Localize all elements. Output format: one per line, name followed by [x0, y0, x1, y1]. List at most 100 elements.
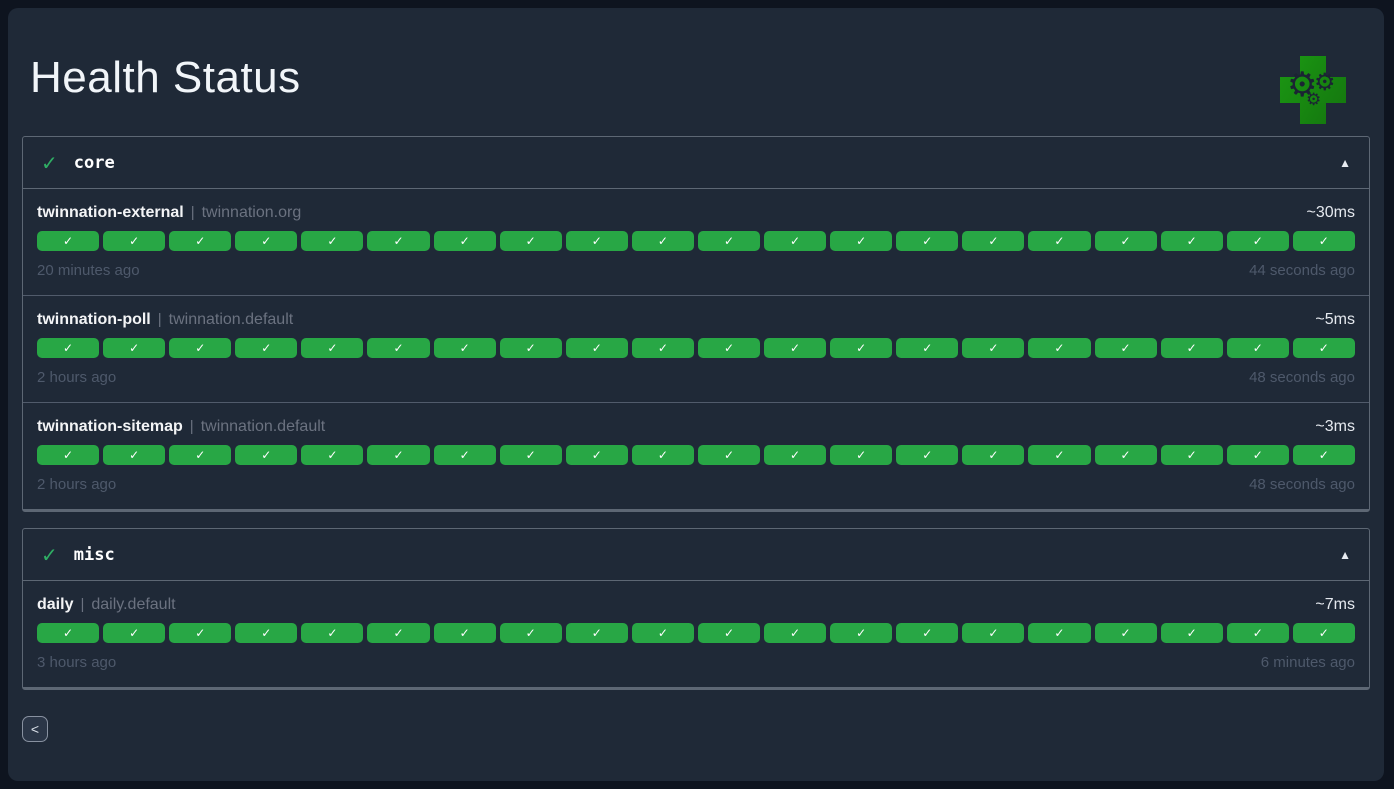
history-ok-badge[interactable]: ✓ — [830, 231, 893, 252]
history-ok-badge[interactable]: ✓ — [830, 445, 893, 466]
history-ok-badge[interactable]: ✓ — [37, 445, 100, 466]
history-ok-badge[interactable]: ✓ — [1292, 338, 1355, 359]
history-ok-badge[interactable]: ✓ — [103, 231, 166, 252]
history-ok-badge[interactable]: ✓ — [499, 445, 562, 466]
history-ok-badge[interactable]: ✓ — [367, 445, 430, 466]
groups: ✓ core ▲ twinnation-external | twinnation.org… — [22, 136, 1370, 691]
history-ok-badge[interactable]: ✓ — [631, 338, 694, 359]
history-ok-badge[interactable]: ✓ — [1028, 445, 1091, 466]
history-ok-badge[interactable]: ✓ — [1094, 231, 1157, 252]
history-ok-badge[interactable]: ✓ — [367, 231, 430, 252]
history-ok-badge[interactable]: ✓ — [1028, 338, 1091, 359]
history-ok-badge[interactable]: ✓ — [301, 338, 364, 359]
logo-cross-horizontal — [1280, 77, 1346, 103]
history-ok-badge[interactable]: ✓ — [565, 623, 628, 644]
history-ok-badge[interactable]: ✓ — [896, 623, 959, 644]
history-ok-badge[interactable]: ✓ — [433, 231, 496, 252]
history-ok-badge[interactable]: ✓ — [764, 338, 827, 359]
history-ok-badge[interactable]: ✓ — [235, 231, 298, 252]
back-button[interactable]: < — [22, 716, 48, 743]
history-ok-badge[interactable]: ✓ — [764, 623, 827, 644]
endpoint-title-row: twinnation-poll | twinnation.default ~5ms — [37, 308, 1355, 332]
collapse-arrow-icon[interactable]: ▲ — [1339, 547, 1351, 562]
collapse-arrow-icon[interactable]: ▲ — [1339, 155, 1351, 170]
history-ok-badge[interactable]: ✓ — [301, 231, 364, 252]
history-ok-badge[interactable]: ✓ — [499, 338, 562, 359]
history-ok-badge[interactable]: ✓ — [1292, 231, 1355, 252]
history-ok-badge[interactable]: ✓ — [1160, 623, 1223, 644]
history-ok-badge[interactable]: ✓ — [962, 231, 1025, 252]
history-ok-badge[interactable]: ✓ — [764, 445, 827, 466]
history-ok-badge[interactable]: ✓ — [301, 445, 364, 466]
history-ok-badge[interactable]: ✓ — [235, 623, 298, 644]
endpoint-separator: | — [190, 204, 195, 222]
endpoint-title-row: twinnation-external | twinnation.org ~30ms — [37, 201, 1355, 225]
history-ok-badge[interactable]: ✓ — [1160, 445, 1223, 466]
endpoint-timestamps: 2 hours ago 48 seconds ago — [37, 368, 1355, 388]
history-ok-badge[interactable]: ✓ — [37, 231, 100, 252]
history-ok-badge[interactable]: ✓ — [830, 623, 893, 644]
history-ok-badge[interactable]: ✓ — [1226, 623, 1289, 644]
group-header-core[interactable]: ✓ core ▲ — [23, 137, 1369, 190]
history-ok-badge[interactable]: ✓ — [631, 231, 694, 252]
history-ok-badge[interactable]: ✓ — [1292, 623, 1355, 644]
newest-result-timestamp: 48 seconds ago — [1249, 369, 1355, 387]
history-ok-badge[interactable]: ✓ — [37, 623, 100, 644]
history-ok-badge[interactable]: ✓ — [962, 623, 1025, 644]
history-ok-badge[interactable]: ✓ — [433, 338, 496, 359]
history-ok-badge[interactable]: ✓ — [1226, 231, 1289, 252]
history-ok-badge[interactable]: ✓ — [103, 338, 166, 359]
history-ok-badge[interactable]: ✓ — [103, 623, 166, 644]
history-ok-badge[interactable]: ✓ — [565, 338, 628, 359]
endpoint-response-time: ~5ms — [1315, 311, 1355, 329]
history-ok-badge[interactable]: ✓ — [631, 623, 694, 644]
history-ok-badge[interactable]: ✓ — [1094, 338, 1157, 359]
history-ok-badge[interactable]: ✓ — [697, 623, 761, 644]
history-ok-badge[interactable]: ✓ — [697, 338, 761, 359]
history-ok-badge[interactable]: ✓ — [1160, 338, 1223, 359]
history-ok-badge[interactable]: ✓ — [1292, 445, 1355, 466]
history-ok-badge[interactable]: ✓ — [301, 623, 364, 644]
history-ok-badge[interactable]: ✓ — [1028, 231, 1091, 252]
history-ok-badge[interactable]: ✓ — [235, 445, 298, 466]
endpoint-daily: daily | daily.default ~7ms ✓ ✓ ✓ ✓ ✓ ✓ ✓ ✓ ✓ ✓ ✓ ✓ ✓ ✓ ✓ ✓ ✓… — [23, 581, 1369, 687]
group-misc: ✓ misc ▲ daily | daily.default ~7ms ✓ ✓ ✓ ✓ ✓ ✓ ✓ ✓ ✓ ✓ ✓… — [22, 528, 1370, 691]
group-header-misc[interactable]: ✓ misc ▲ — [23, 529, 1369, 582]
history-ok-badge[interactable]: ✓ — [433, 623, 496, 644]
history-ok-badge[interactable]: ✓ — [433, 445, 496, 466]
history-ok-badge[interactable]: ✓ — [169, 231, 232, 252]
history-ok-badge[interactable]: ✓ — [764, 231, 827, 252]
history-ok-badge[interactable]: ✓ — [1160, 231, 1223, 252]
history-ok-badge[interactable]: ✓ — [896, 445, 959, 466]
history-ok-badge[interactable]: ✓ — [499, 231, 562, 252]
history-ok-badge[interactable]: ✓ — [367, 623, 430, 644]
history-ok-badge[interactable]: ✓ — [896, 338, 959, 359]
group-name: misc — [73, 544, 115, 565]
history-ok-badge[interactable]: ✓ — [1028, 623, 1091, 644]
history-ok-badge[interactable]: ✓ — [565, 445, 628, 466]
history-ok-badge[interactable]: ✓ — [1094, 445, 1157, 466]
history-ok-badge[interactable]: ✓ — [896, 231, 959, 252]
history-ok-badge[interactable]: ✓ — [962, 338, 1025, 359]
history-ok-badge[interactable]: ✓ — [235, 338, 298, 359]
history-ok-badge[interactable]: ✓ — [962, 445, 1025, 466]
newest-result-timestamp: 44 seconds ago — [1249, 262, 1355, 280]
history-ok-badge[interactable]: ✓ — [565, 231, 628, 252]
history-ok-badge[interactable]: ✓ — [103, 445, 166, 466]
history-ok-badge[interactable]: ✓ — [169, 338, 232, 359]
history-ok-badge[interactable]: ✓ — [499, 623, 562, 644]
history-ok-badge[interactable]: ✓ — [169, 445, 232, 466]
history-ok-badge[interactable]: ✓ — [1094, 623, 1157, 644]
history-ok-badge[interactable]: ✓ — [169, 623, 232, 644]
history-ok-badge[interactable]: ✓ — [1226, 338, 1289, 359]
history-ok-badge[interactable]: ✓ — [367, 338, 430, 359]
gear-icon: ⚙ — [1306, 90, 1322, 110]
history-ok-badge[interactable]: ✓ — [631, 445, 694, 466]
history-ok-badge[interactable]: ✓ — [37, 338, 100, 359]
history-ok-badge[interactable]: ✓ — [697, 445, 761, 466]
history-ok-badge[interactable]: ✓ — [830, 338, 893, 359]
endpoint-separator: | — [189, 418, 194, 436]
group-status-ok-icon: ✓ — [41, 542, 58, 567]
history-ok-badge[interactable]: ✓ — [697, 231, 761, 252]
history-ok-badge[interactable]: ✓ — [1226, 445, 1289, 466]
